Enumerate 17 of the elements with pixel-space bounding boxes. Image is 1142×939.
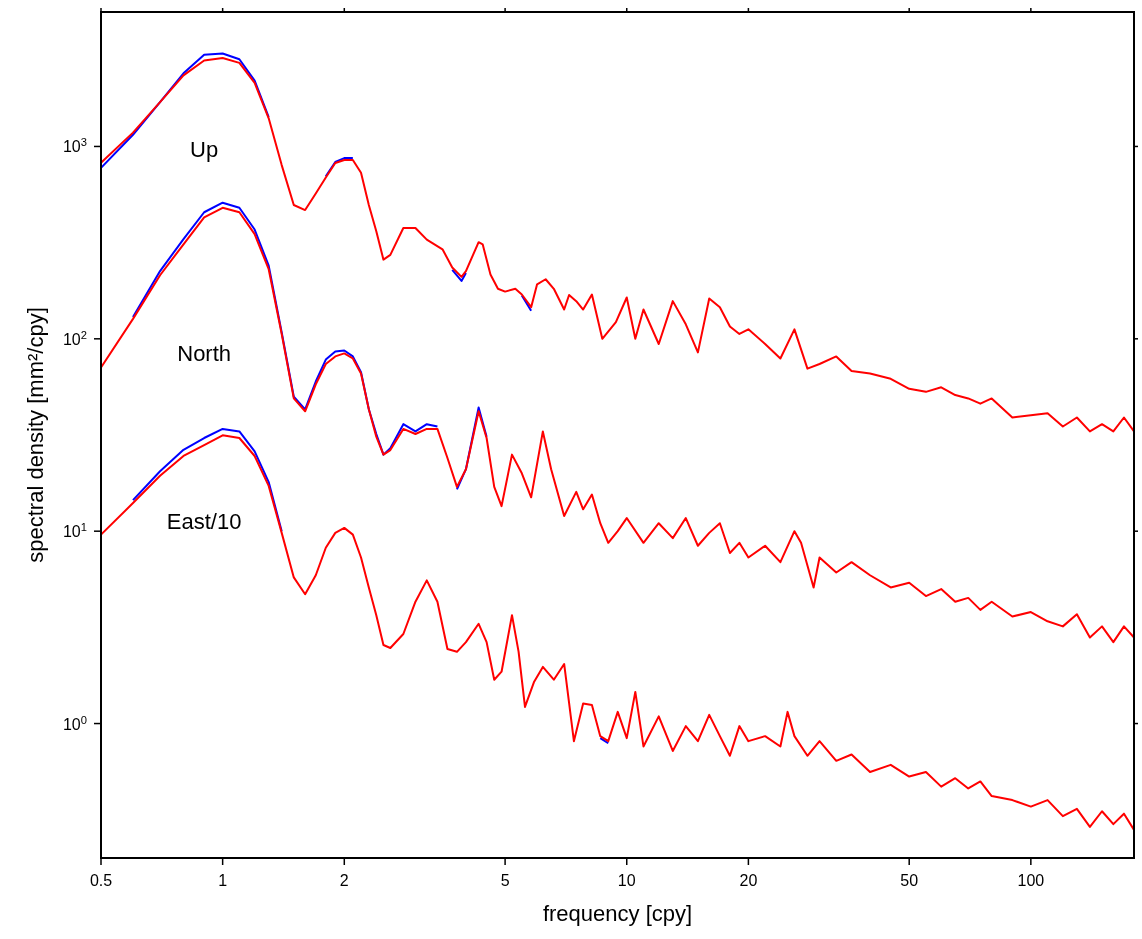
x-tick-label: 20 [739,872,758,889]
y-axis-title: spectral density [mm²/cpy] [23,307,48,563]
annotation: Up [190,136,219,162]
annotation: East/10 [166,508,242,534]
x-tick-label: 50 [900,872,919,889]
y-tick-label: 10$^{1}$ [62,521,87,541]
y-tick-label: 10$^{2}$ [62,328,87,348]
x-tick-label: 2 [339,872,349,889]
x-tick-label: 5 [500,872,510,889]
x-tick-label: 1 [218,872,228,889]
x-tick-label: 10 [617,872,636,889]
y-tick-label: 10$^{0}$ [62,713,87,733]
y-tick-label: 10$^{3}$ [62,136,87,156]
x-tick-label: 0.5 [89,872,113,889]
annotation: North [177,341,232,367]
x-axis-title: frequency [cpy] [542,901,693,926]
x-tick-label: 100 [1017,872,1045,889]
